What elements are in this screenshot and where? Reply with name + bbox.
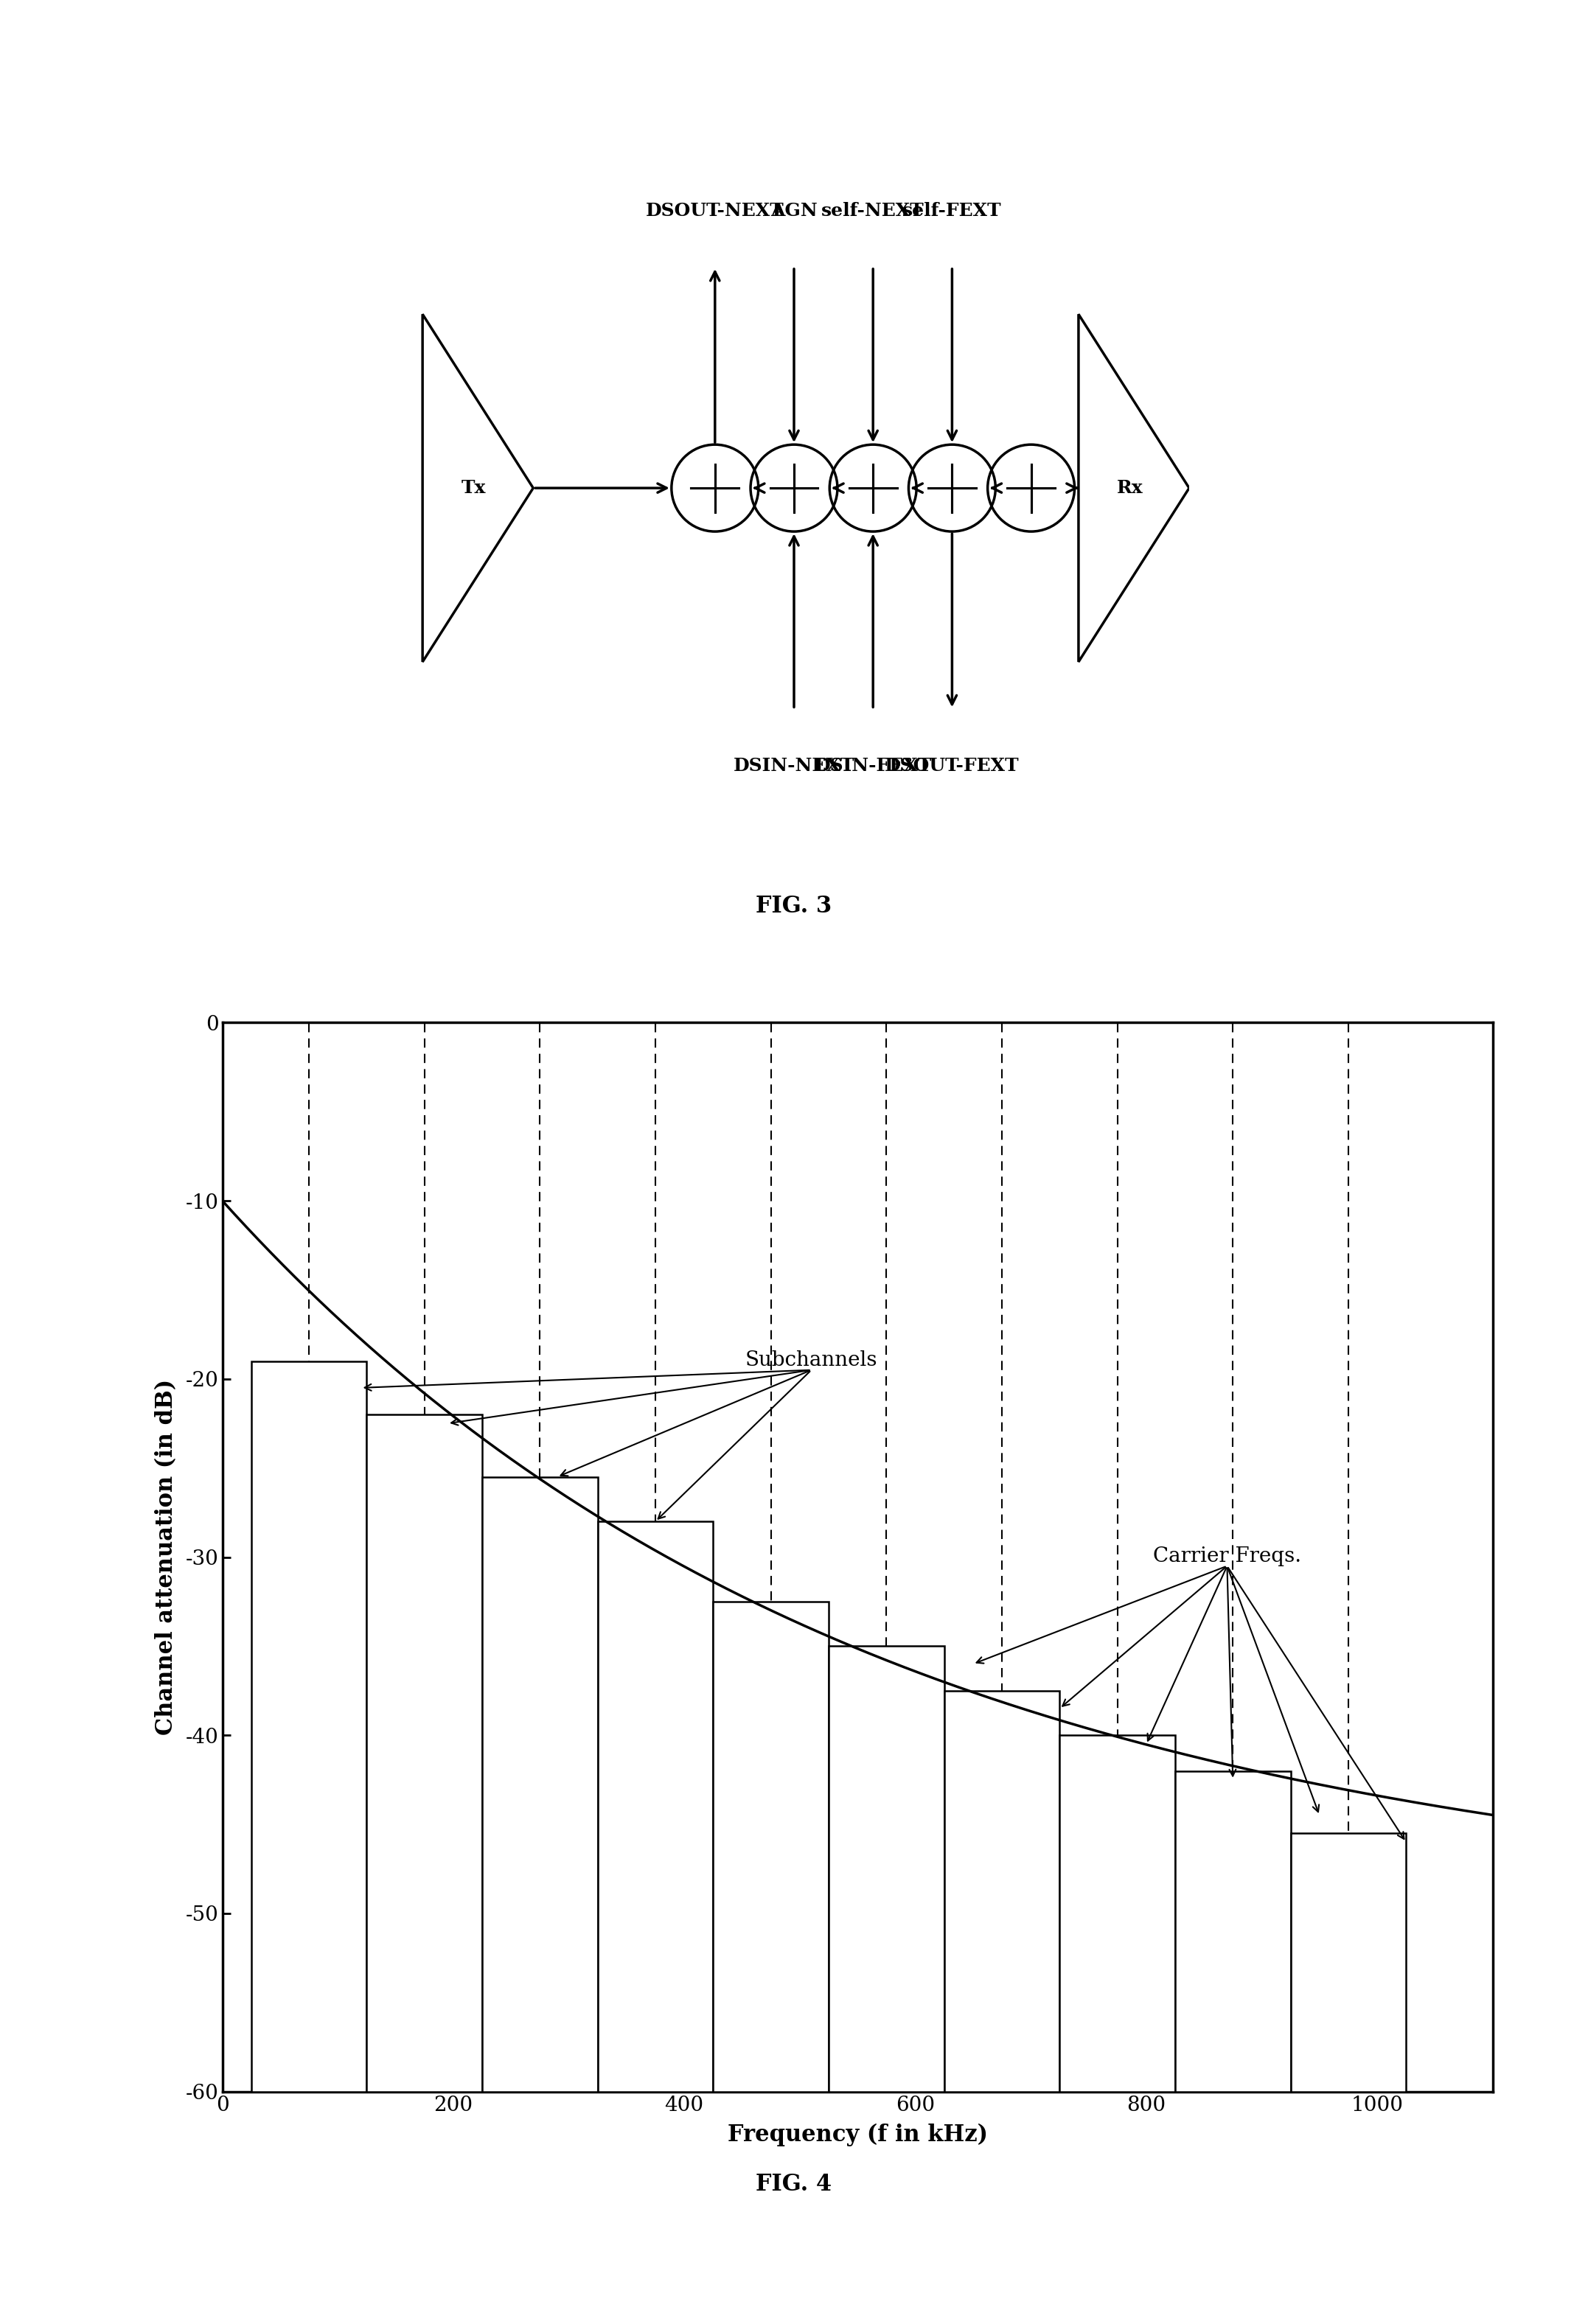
Text: FIG. 4: FIG. 4 [756, 2173, 832, 2196]
Bar [1291, 1834, 1405, 2092]
Text: AGN: AGN [770, 202, 818, 218]
Bar [251, 1362, 367, 2092]
Text: Carrier Freqs.: Carrier Freqs. [1153, 1545, 1301, 1566]
Bar [1175, 1771, 1291, 2092]
Text: Rx: Rx [1116, 479, 1143, 497]
Text: DSIN-FEXT: DSIN-FEXT [815, 758, 932, 774]
Text: DSOUT-FEXT: DSOUT-FEXT [885, 758, 1019, 774]
Y-axis label: Channel attenuation (in dB): Channel attenuation (in dB) [154, 1378, 178, 1736]
Text: self-FEXT: self-FEXT [902, 202, 1002, 218]
Bar [483, 1478, 597, 2092]
Bar [1059, 1736, 1175, 2092]
Text: DSOUT-NEXT: DSOUT-NEXT [646, 202, 784, 218]
Text: Tx: Tx [462, 479, 486, 497]
Text: DSIN-NEXT: DSIN-NEXT [734, 758, 854, 774]
X-axis label: Frequency (f in kHz): Frequency (f in kHz) [727, 2124, 988, 2147]
Text: Subchannels: Subchannels [745, 1350, 878, 1369]
Bar [597, 1522, 713, 2092]
Bar [713, 1601, 829, 2092]
Text: FIG. 3: FIG. 3 [756, 895, 832, 918]
Bar [367, 1415, 483, 2092]
Bar [945, 1692, 1059, 2092]
Text: self-NEXT: self-NEXT [821, 202, 924, 218]
Bar [829, 1645, 945, 2092]
